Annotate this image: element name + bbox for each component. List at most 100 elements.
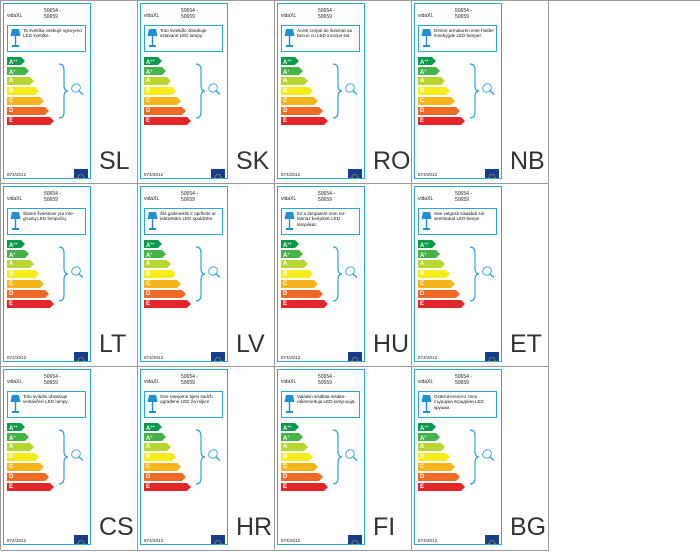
energy-class-letter: B bbox=[283, 454, 288, 460]
energy-class-letter: A bbox=[420, 261, 425, 267]
energy-class-letter: E bbox=[146, 118, 151, 124]
label-cell: vidaXL 50654 -50659 Toto svietidlo obsahuj… bbox=[138, 1, 275, 184]
energy-class-bar: E bbox=[281, 483, 328, 491]
eu-stars-icon bbox=[351, 540, 359, 547]
eu-flag-icon bbox=[348, 535, 362, 547]
energy-class-letter: D bbox=[283, 474, 288, 480]
lamp-icon bbox=[10, 29, 21, 47]
energy-class-bar: D bbox=[281, 107, 323, 115]
energy-class-letter: B bbox=[146, 88, 151, 94]
info-text: Ta svetilka vsebuje vgra-jeno LED svetil… bbox=[23, 28, 82, 39]
energy-class-bar: B bbox=[418, 87, 450, 95]
energy-class-bar: D bbox=[7, 290, 49, 298]
energy-class-bar: A+ bbox=[418, 250, 440, 258]
energy-class-letter: A bbox=[420, 60, 425, 66]
eu-stars-icon bbox=[77, 357, 85, 364]
energy-class-plus: + bbox=[424, 252, 427, 256]
energy-class-bar: B bbox=[7, 270, 39, 278]
language-code: SK bbox=[236, 147, 270, 175]
label-cell: vidaXL 50654 -50659 Denne armaturen inne-h… bbox=[412, 1, 549, 184]
bulb-icon bbox=[482, 266, 495, 279]
energy-scale: A++ A+ A B C D E bbox=[7, 240, 92, 312]
language-code: HR bbox=[236, 513, 273, 541]
energy-class-letter: A bbox=[283, 444, 288, 450]
energy-label-card: vidaXL 50654 -50659 Ovo rasvjetno tijelo s… bbox=[140, 369, 229, 547]
energy-class-bar: A++ bbox=[144, 57, 162, 65]
energy-class-bar: A bbox=[281, 260, 308, 268]
energy-scale: A++ A+ A B C D E bbox=[7, 57, 92, 129]
regulation-number: 874/2012 bbox=[144, 355, 164, 360]
regulation-number: 874/2012 bbox=[144, 172, 164, 177]
energy-class-bar: A+ bbox=[281, 433, 303, 441]
energy-scale: A++ A+ A B C D E bbox=[418, 240, 503, 312]
energy-class-bar: A+ bbox=[144, 433, 166, 441]
energy-class-plus: + bbox=[13, 69, 16, 73]
language-code: FI bbox=[373, 513, 396, 541]
language-code: ET bbox=[510, 330, 542, 358]
product-code-line: 50659 bbox=[181, 13, 195, 20]
energy-class-letter: D bbox=[420, 474, 425, 480]
energy-class-letter: C bbox=[146, 98, 151, 104]
energy-class-bar: A+ bbox=[418, 67, 440, 75]
energy-class-plus: ++ bbox=[424, 425, 429, 429]
product-code: 50654 -50659 bbox=[318, 374, 335, 386]
product-code: 50654 -50659 bbox=[181, 374, 198, 386]
energy-class-bar: A bbox=[144, 443, 171, 451]
energy-class-letter: E bbox=[283, 118, 288, 124]
eu-stars-icon bbox=[77, 174, 85, 181]
energy-class-bar: A+ bbox=[7, 433, 29, 441]
energy-class-letter: A bbox=[283, 70, 288, 76]
energy-class-plus: ++ bbox=[287, 425, 292, 429]
eu-flag-icon bbox=[348, 352, 362, 364]
energy-scale: A++ A+ A B C D E bbox=[281, 240, 366, 312]
energy-class-letter: D bbox=[146, 108, 151, 114]
brand-name: vidaXL bbox=[418, 13, 434, 19]
product-code-line: 50654 - bbox=[44, 191, 61, 197]
energy-label-card: vidaXL 50654 -50659 Ez a lámpatest nem tar… bbox=[277, 186, 366, 364]
label-cell: vidaXL 50654 -50659 Ta svetilka vsebuje vg… bbox=[1, 1, 138, 184]
energy-class-letter: A bbox=[146, 78, 151, 84]
info-box: Toto svítidlo obsahuje vestavěné LED lam… bbox=[7, 391, 86, 418]
eu-flag-icon bbox=[211, 169, 225, 181]
lamp-icon bbox=[10, 212, 21, 230]
energy-scale: A++ A+ A B C D E bbox=[144, 423, 229, 495]
label-cell: vidaXL 50654 -50659 Toto svítidlo obsahuje… bbox=[1, 367, 138, 551]
info-text: Toto svietidlo obsahuje vstavané LED lam… bbox=[160, 28, 207, 39]
eu-flag-icon bbox=[211, 352, 225, 364]
energy-class-bar: B bbox=[7, 453, 39, 461]
energy-class-letter: A bbox=[420, 444, 425, 450]
energy-class-bar: D bbox=[281, 473, 323, 481]
energy-class-letter: A bbox=[283, 243, 288, 249]
energy-class-letter: C bbox=[420, 464, 425, 470]
product-code-line: 50659 bbox=[181, 196, 195, 203]
energy-class-plus: + bbox=[424, 69, 427, 73]
energy-class-letter: D bbox=[283, 108, 288, 114]
energy-class-bar: A+ bbox=[144, 67, 166, 75]
brace-icon bbox=[58, 246, 69, 302]
energy-class-letter: B bbox=[146, 454, 151, 460]
brand-name: vidaXL bbox=[144, 196, 160, 202]
label-cell: vidaXL 50654 -50659 Valaisin sisältää sisä… bbox=[275, 367, 412, 551]
energy-class-plus: ++ bbox=[287, 242, 292, 246]
eu-flag-icon bbox=[485, 535, 499, 547]
energy-class-bar: B bbox=[144, 453, 176, 461]
energy-class-plus: + bbox=[150, 435, 153, 439]
energy-scale: A++ A+ A B C D E bbox=[281, 423, 366, 495]
energy-class-letter: B bbox=[9, 271, 14, 277]
energy-class-bar: C bbox=[144, 280, 181, 288]
energy-scale: A++ A+ A B C D E bbox=[144, 57, 229, 129]
energy-label-card: vidaXL 50654 -50659 Valaisin sisältää sisä… bbox=[277, 369, 366, 547]
energy-class-bar: A bbox=[281, 443, 308, 451]
brand-name: vidaXL bbox=[7, 13, 23, 19]
info-box: Denne armaturen inne-holder innebygde LE… bbox=[418, 25, 497, 52]
language-code: SL bbox=[99, 147, 130, 175]
energy-scale: A++ A+ A B C D E bbox=[418, 57, 503, 129]
brace-icon bbox=[58, 429, 69, 485]
lamp-icon bbox=[284, 29, 295, 47]
product-code-line: 50654 - bbox=[44, 8, 61, 14]
info-box: Acest corpul de iluminat au becuri cu LE… bbox=[281, 25, 360, 52]
brace-icon bbox=[469, 63, 480, 119]
energy-class-letter: E bbox=[420, 118, 425, 124]
product-code-line: 50654 - bbox=[181, 8, 198, 14]
eu-flag-icon bbox=[348, 169, 362, 181]
